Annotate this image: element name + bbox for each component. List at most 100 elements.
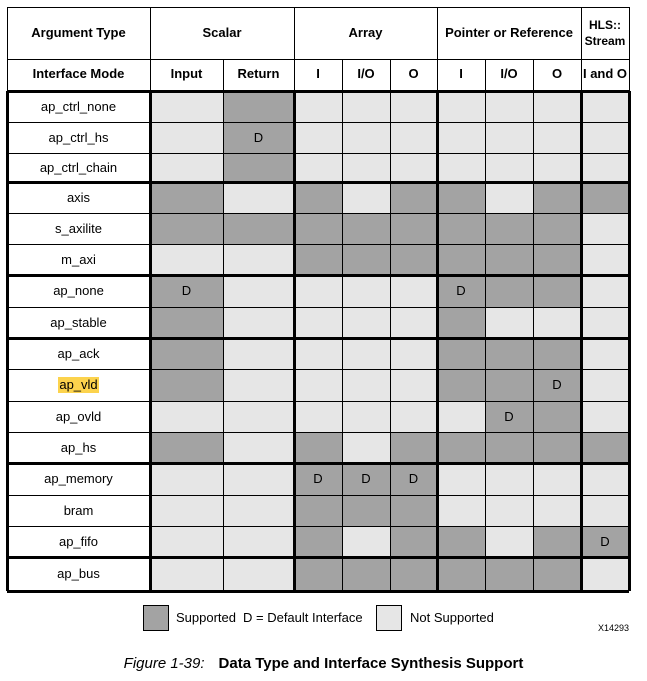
interface-name: ap_ctrl_hs xyxy=(48,129,109,145)
matrix-cell xyxy=(533,307,581,338)
matrix-cell xyxy=(581,275,629,307)
matrix-cell xyxy=(150,307,223,338)
matrix-cell xyxy=(533,557,581,591)
matrix-cell: D xyxy=(485,401,533,432)
grid-line xyxy=(7,461,629,465)
matrix-cell xyxy=(294,91,342,122)
row-label: axis xyxy=(7,182,150,213)
matrix-cell xyxy=(581,182,629,213)
matrix-cell xyxy=(150,369,223,401)
matrix-cell xyxy=(581,244,629,275)
matrix-cell xyxy=(390,432,437,463)
matrix-cell xyxy=(342,401,390,432)
interface-name: ap_stable xyxy=(50,314,107,330)
matrix-cell: D xyxy=(581,526,629,557)
grid-line xyxy=(7,368,629,370)
grid-line xyxy=(628,7,630,91)
matrix-cell xyxy=(437,153,485,182)
matrix-cell xyxy=(223,244,294,275)
matrix-cell xyxy=(390,213,437,244)
grid-line xyxy=(7,589,629,593)
default-interface-mark: D xyxy=(313,471,323,486)
grid-line xyxy=(6,59,8,91)
matrix-cell xyxy=(342,495,390,526)
matrix-cell xyxy=(150,244,223,275)
matrix-cell xyxy=(581,122,629,153)
grid-line xyxy=(7,494,629,496)
matrix-cell xyxy=(223,213,294,244)
matrix-cell xyxy=(437,307,485,338)
grid-line xyxy=(7,89,629,93)
matrix-cell: D xyxy=(150,275,223,307)
grid-line xyxy=(341,91,343,591)
interface-name: ap_memory xyxy=(44,471,113,486)
row-label: ap_fifo xyxy=(7,526,150,557)
matrix-cell xyxy=(485,463,533,495)
row-label: ap_ovld xyxy=(7,401,150,432)
matrix-cell xyxy=(150,526,223,557)
matrix-cell xyxy=(533,463,581,495)
grid-line xyxy=(292,91,296,591)
matrix-cell xyxy=(581,495,629,526)
figure-caption: Figure 1-39: Data Type and Interface Synt… xyxy=(0,655,647,673)
row-label: ap_hs xyxy=(7,432,150,463)
matrix-cell xyxy=(437,213,485,244)
matrix-cell xyxy=(342,182,390,213)
legend-default-label: D = Default Interface xyxy=(243,610,363,625)
default-interface-mark: D xyxy=(181,283,192,298)
matrix-cell xyxy=(150,153,223,182)
highlighted-interface-name: ap_vld xyxy=(58,377,99,393)
interface-name: m_axi xyxy=(61,251,96,267)
interface-mode-header: Interface Mode xyxy=(32,66,125,81)
matrix-cell xyxy=(485,244,533,275)
default-interface-mark: D xyxy=(361,471,371,486)
sub-header: Return xyxy=(237,66,280,81)
grid-line xyxy=(389,91,391,591)
default-interface-mark: D xyxy=(504,408,514,424)
matrix-cell xyxy=(150,557,223,591)
matrix-cell xyxy=(294,153,342,182)
matrix-cell xyxy=(533,275,581,307)
matrix-cell xyxy=(223,526,294,557)
default-interface-mark: D xyxy=(600,533,610,549)
grid-line xyxy=(7,525,629,527)
matrix-cell xyxy=(294,369,342,401)
matrix-cell xyxy=(533,401,581,432)
matrix-cell xyxy=(533,495,581,526)
sub-header: I xyxy=(316,66,320,81)
matrix-cell xyxy=(150,182,223,213)
matrix-cell xyxy=(581,153,629,182)
matrix-cell xyxy=(390,526,437,557)
default-interface-mark: D xyxy=(253,129,264,145)
grid-line xyxy=(580,7,582,91)
matrix-cell xyxy=(437,526,485,557)
grid-line xyxy=(389,59,391,91)
interface-name: ap_ctrl_chain xyxy=(39,159,118,175)
grid-line xyxy=(7,212,629,214)
matrix-cell xyxy=(294,338,342,369)
sub-header: I/O xyxy=(500,66,518,81)
matrix-cell xyxy=(485,526,533,557)
matrix-cell xyxy=(533,153,581,182)
group-header: Pointer or Reference xyxy=(445,25,573,40)
matrix-cell: D xyxy=(390,463,437,495)
matrix-cell xyxy=(390,557,437,591)
matrix-cell xyxy=(533,244,581,275)
grid-line xyxy=(532,91,534,591)
legend-not-supported-label: Not Supported xyxy=(410,610,494,625)
matrix-cell xyxy=(437,463,485,495)
sub-header: Input xyxy=(170,66,203,81)
matrix-cell xyxy=(294,213,342,244)
sub-header: O xyxy=(551,66,563,81)
matrix-cell xyxy=(437,338,485,369)
row-label: ap_memory xyxy=(7,463,150,495)
matrix-cell xyxy=(342,122,390,153)
interface-name: ap_ovld xyxy=(55,408,102,424)
matrix-cell xyxy=(342,369,390,401)
matrix-cell xyxy=(342,557,390,591)
grid-line xyxy=(7,243,629,245)
matrix-cell xyxy=(223,463,294,495)
matrix-cell xyxy=(533,338,581,369)
matrix-cell xyxy=(437,432,485,463)
grid-line xyxy=(436,7,438,91)
